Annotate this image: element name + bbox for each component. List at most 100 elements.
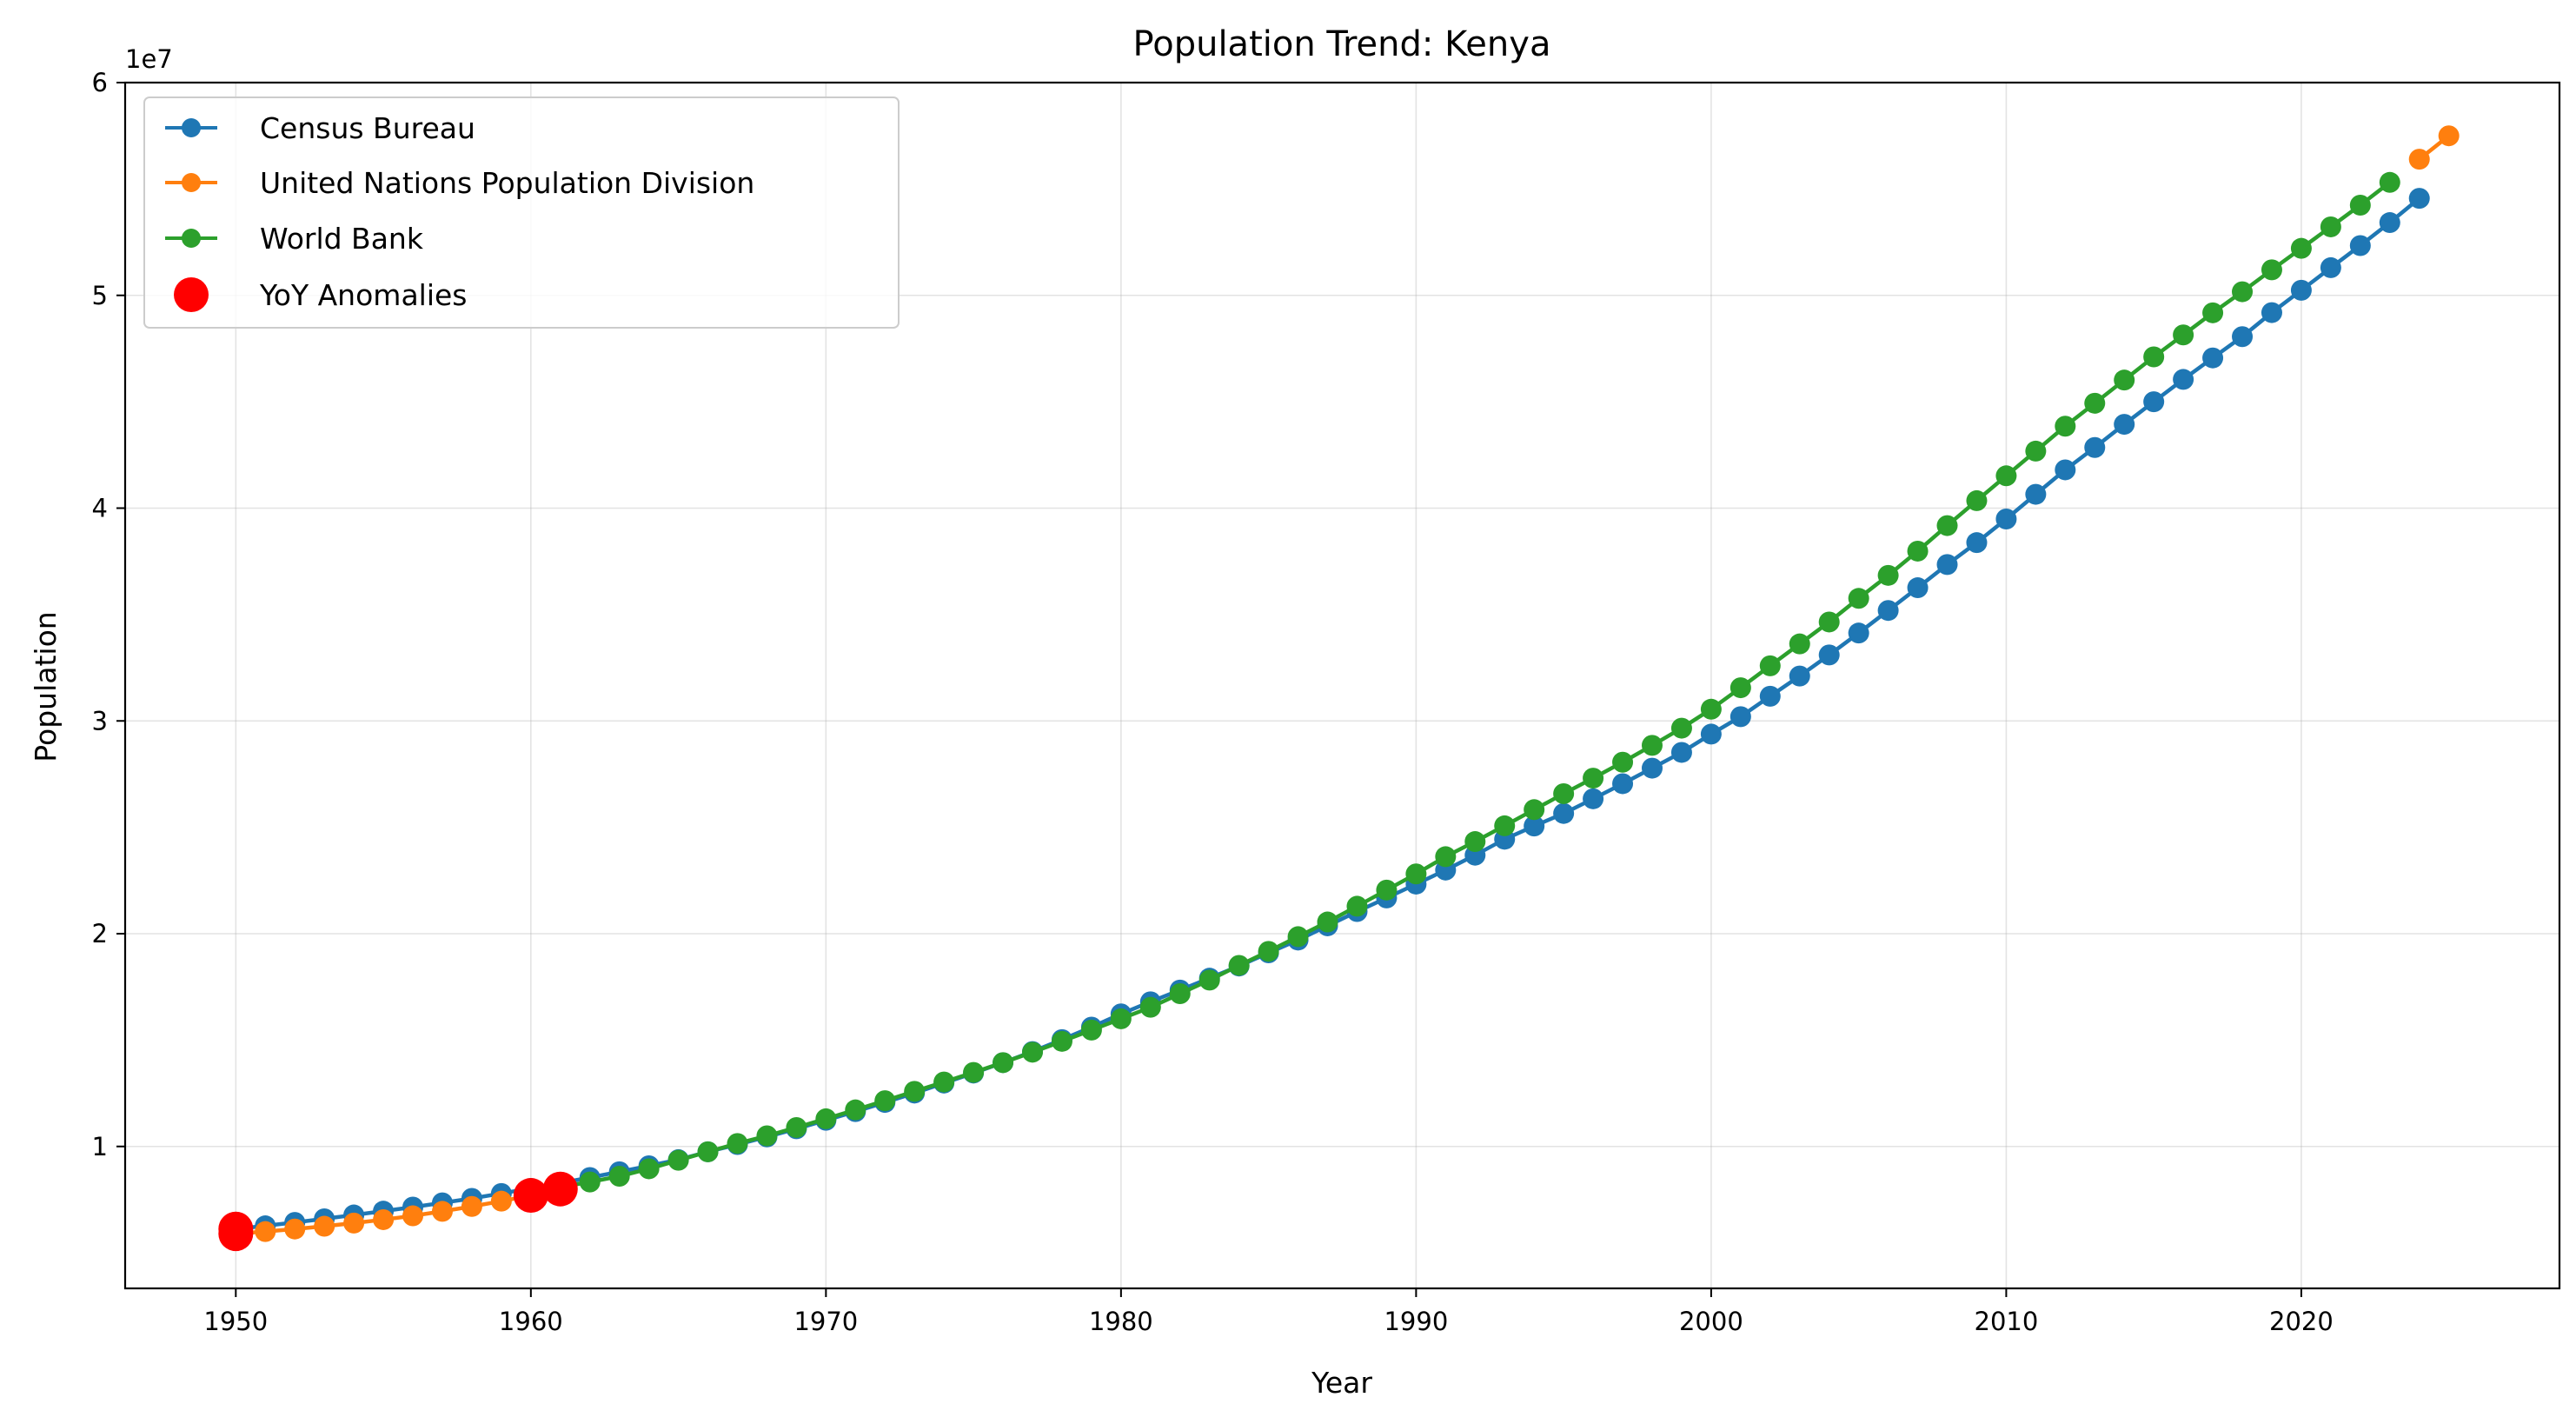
data-point-world-bank	[2143, 346, 2165, 368]
data-point-world-bank	[1553, 782, 1575, 804]
data-point-world-bank	[1346, 895, 1368, 917]
legend-marker-census-bureau	[182, 118, 201, 137]
data-point-world-bank	[1700, 698, 1722, 720]
y-tick-label: 5	[92, 281, 108, 310]
data-point-census-bureau	[2408, 188, 2430, 210]
data-point-world-bank	[1110, 1008, 1132, 1029]
y-tick-label: 3	[92, 706, 108, 735]
data-point-world-bank	[1287, 926, 1309, 948]
series-layer	[218, 125, 2460, 1252]
anomaly-point	[218, 1216, 254, 1252]
data-point-world-bank	[1169, 983, 1191, 1005]
data-point-united-nations-population-division	[373, 1208, 395, 1230]
data-point-census-bureau	[2379, 212, 2400, 234]
data-point-world-bank	[2232, 281, 2254, 303]
data-point-world-bank	[1228, 955, 1250, 976]
data-point-world-bank	[697, 1141, 719, 1162]
data-point-world-bank	[874, 1090, 896, 1112]
data-point-world-bank	[579, 1171, 601, 1193]
data-point-world-bank	[1759, 655, 1781, 676]
x-axis-ticks: 1950 1960 1970 1980 1990 2000 2010 2020	[203, 1288, 2334, 1336]
legend-entry-world-bank: World Bank	[165, 222, 424, 256]
legend-box	[143, 96, 900, 329]
plot-frame	[123, 81, 2561, 1290]
data-point-census-bureau	[1818, 644, 1840, 666]
data-point-census-bureau	[2114, 414, 2135, 436]
data-point-census-bureau	[1877, 600, 1899, 622]
data-point-world-bank	[2290, 237, 2312, 259]
data-point-world-bank	[904, 1081, 926, 1102]
data-point-world-bank	[667, 1149, 689, 1171]
data-point-world-bank	[1494, 815, 1516, 836]
data-point-world-bank	[1641, 735, 1663, 756]
legend-label-united-nations: United Nations Population Division	[260, 166, 754, 200]
data-point-world-bank	[2025, 440, 2047, 462]
data-point-census-bureau	[2232, 326, 2254, 348]
legend: Census Bureau United Nations Population …	[143, 96, 900, 329]
legend-label-yoy-anomalies: YoY Anomalies	[259, 278, 468, 312]
data-point-census-bureau	[1789, 665, 1810, 687]
data-point-world-bank	[1670, 717, 1692, 739]
data-point-world-bank	[2320, 216, 2341, 237]
legend-entry-united-nations: United Nations Population Division	[165, 166, 754, 200]
data-point-world-bank	[1435, 846, 1457, 868]
data-point-census-bureau	[1966, 532, 1988, 554]
data-point-world-bank	[1907, 540, 1929, 562]
x-tick-label: 2020	[2269, 1307, 2334, 1336]
data-point-world-bank	[2084, 392, 2106, 414]
data-point-world-bank	[1464, 831, 1486, 853]
data-point-world-bank	[1051, 1030, 1072, 1052]
data-point-united-nations-population-division	[255, 1221, 276, 1242]
data-point-united-nations-population-division	[461, 1195, 482, 1217]
data-point-world-bank	[1848, 588, 1869, 609]
data-point-world-bank	[2261, 259, 2282, 281]
data-point-world-bank	[2202, 302, 2224, 323]
data-point-united-nations-population-division	[2408, 149, 2430, 170]
x-tick-label: 1950	[203, 1307, 268, 1336]
data-point-census-bureau	[1936, 554, 1958, 576]
data-point-census-bureau	[1583, 788, 1604, 809]
data-point-world-bank	[786, 1116, 807, 1138]
y-offset-text: 1e7	[125, 44, 173, 74]
data-point-world-bank	[933, 1071, 955, 1093]
data-point-world-bank	[1583, 768, 1604, 789]
data-point-census-bureau	[1553, 802, 1575, 824]
legend-marker-world-bank	[182, 229, 201, 248]
data-point-census-bureau	[2084, 436, 2106, 458]
anomaly-point	[542, 1171, 578, 1207]
legend-label-world-bank: World Bank	[260, 222, 424, 256]
data-point-census-bureau	[1524, 815, 1545, 837]
data-point-census-bureau	[1700, 723, 1722, 745]
data-point-world-bank	[1022, 1041, 1044, 1063]
data-point-world-bank	[2349, 194, 2371, 216]
data-point-census-bureau	[1670, 742, 1692, 763]
data-point-world-bank	[1877, 564, 1899, 586]
data-point-united-nations-population-division	[284, 1218, 306, 1240]
data-point-census-bureau	[1995, 508, 2017, 529]
data-point-census-bureau	[1848, 622, 1869, 644]
x-tick-label: 1970	[793, 1307, 858, 1336]
series-yoy-anomalies	[218, 1171, 578, 1252]
data-point-census-bureau	[1907, 577, 1929, 599]
y-axis-ticks: 1 2 3 4 5 6	[92, 68, 125, 1161]
data-point-world-bank	[608, 1166, 630, 1188]
data-point-world-bank	[638, 1158, 660, 1180]
data-point-united-nations-population-division	[490, 1190, 512, 1212]
x-tick-label: 2010	[1975, 1307, 2039, 1336]
data-point-united-nations-population-division	[2438, 125, 2460, 147]
data-point-census-bureau	[1612, 773, 1634, 795]
data-point-world-bank	[1198, 969, 1220, 991]
data-point-world-bank	[1730, 677, 1751, 699]
data-point-world-bank	[963, 1061, 985, 1083]
data-point-world-bank	[1524, 799, 1545, 821]
y-tick-label: 4	[92, 494, 108, 523]
data-point-world-bank	[993, 1052, 1014, 1074]
data-point-census-bureau	[1641, 757, 1663, 779]
data-point-world-bank	[1139, 996, 1161, 1018]
y-tick-label: 1	[92, 1132, 108, 1161]
data-point-world-bank	[1936, 515, 1958, 536]
data-point-census-bureau	[2202, 347, 2224, 369]
data-point-world-bank	[2379, 171, 2400, 193]
data-point-census-bureau	[2143, 391, 2165, 413]
data-point-world-bank	[1966, 489, 1988, 511]
